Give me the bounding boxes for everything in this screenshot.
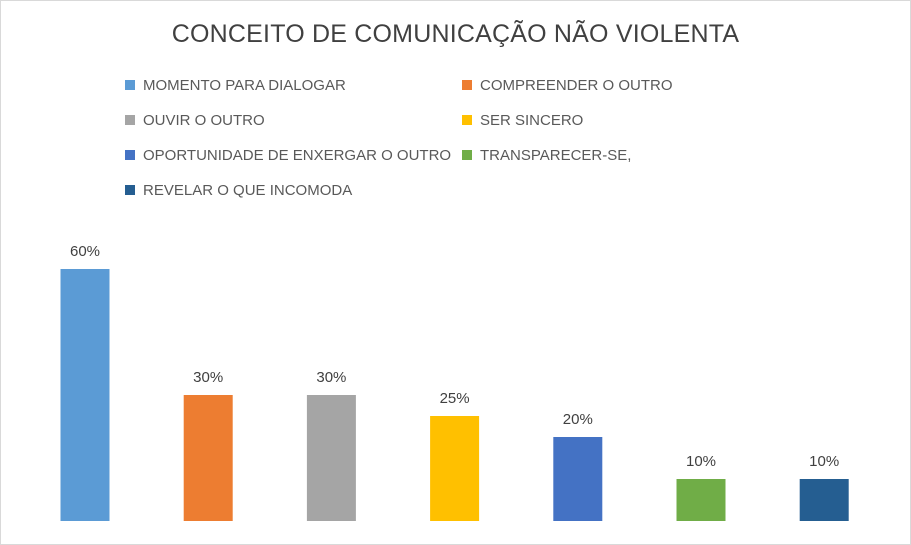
legend-swatch [125,185,135,195]
legend-item: SER SINCERO [462,109,583,131]
legend-item: COMPREENDER O OUTRO [462,74,673,96]
legend-item: MOMENTO PARA DIALOGAR [125,74,346,96]
bar [553,437,603,521]
bar [430,416,480,521]
bar [676,479,726,521]
legend-label: OPORTUNIDADE DE ENXERGAR O OUTRO [143,146,452,164]
legend-swatch [462,150,472,160]
legend-item: OUVIR O OUTRO [125,109,265,131]
bar [183,395,233,521]
legend-item: OPORTUNIDADE DE ENXERGAR O OUTRO [125,144,451,166]
bar [306,395,356,521]
bar-data-label: 10% [809,453,839,470]
legend-item: REVELAR O QUE INCOMODA [125,179,352,201]
bar-data-label: 10% [686,453,716,470]
bar-data-label: 60% [70,243,100,260]
legend-label: TRANSPARECER-SE, [480,146,632,164]
legend-swatch [462,80,472,90]
legend-label: REVELAR O QUE INCOMODA [143,181,353,199]
legend-swatch [125,115,135,125]
legend-label: OUVIR O OUTRO [143,111,265,129]
legend-swatch [462,115,472,125]
bar-data-label: 30% [316,369,346,386]
legend-label: SER SINCERO [480,111,584,129]
bar-data-label: 25% [440,390,470,407]
legend-item: TRANSPARECER-SE, [462,144,631,166]
bar-data-label: 30% [193,369,223,386]
legend-label: COMPREENDER O OUTRO [480,76,673,94]
chart-title: CONCEITO DE COMUNICAÇÃO NÃO VIOLENTA [171,20,740,48]
bar [799,479,849,521]
legend-label: MOMENTO PARA DIALOGAR [143,76,346,94]
bar-data-label: 20% [563,411,593,428]
bar [60,269,110,521]
legend-swatch [125,150,135,160]
legend-swatch [125,80,135,90]
